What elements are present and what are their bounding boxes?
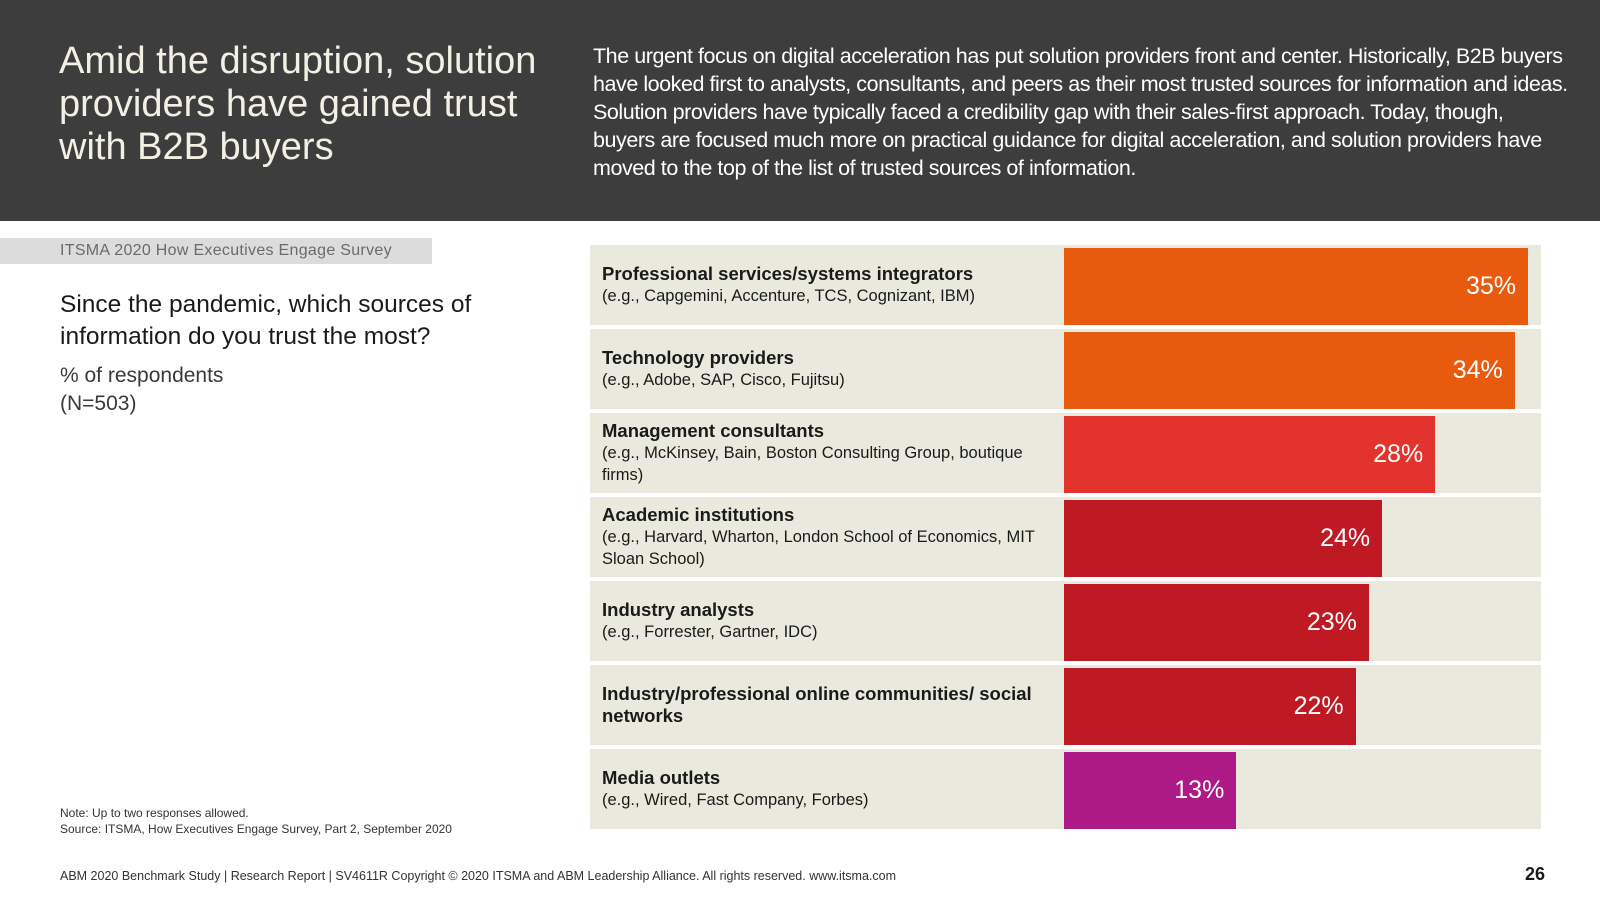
bar-value-label: 28% — [1373, 440, 1424, 468]
category-name: Management consultants — [602, 420, 825, 441]
category-examples: (e.g., McKinsey, Bain, Boston Consulting… — [602, 444, 1023, 484]
category-examples: (e.g., Adobe, SAP, Cisco, Fujitsu) — [602, 371, 845, 389]
category-label: Industry analysts (e.g., Forrester, Gartn… — [602, 581, 1052, 661]
category-examples: (e.g., Capgemini, Accenture, TCS, Cogniz… — [602, 287, 975, 305]
bar-value-label: 35% — [1465, 272, 1516, 300]
category-name: Industry/professional online communities… — [602, 683, 1032, 726]
bar-value-label: 23% — [1306, 608, 1357, 636]
category-examples: (e.g., Wired, Fast Company, Forbes) — [602, 791, 869, 809]
category-label: Industry/professional online communities… — [602, 665, 1052, 745]
sample-size: (N=503) — [60, 392, 137, 415]
bar: 13% — [1064, 752, 1237, 829]
category-name: Professional services/systems integrator… — [602, 263, 974, 284]
category-name: Technology providers — [602, 347, 794, 368]
chart-question: Since the pandemic, which sources of inf… — [60, 291, 472, 350]
category-label: Management consultants (e.g., McKinsey, B… — [602, 413, 1052, 493]
header-banner: Amid the disruption, solution providers … — [0, 0, 1600, 221]
category-label: Academic institutions (e.g., Harvard, Wha… — [602, 497, 1052, 577]
footer-text: ABM 2020 Benchmark Study | Research Repo… — [60, 869, 897, 883]
bar-value-label: 24% — [1320, 524, 1371, 552]
bar-value-label: 34% — [1452, 356, 1503, 384]
category-examples: (e.g., Harvard, Wharton, London School o… — [602, 528, 1035, 568]
survey-tag: ITSMA 2020 How Executives Engage Survey — [0, 238, 432, 264]
category-name: Media outlets — [602, 767, 721, 788]
unit-label: % of respondents — [60, 364, 224, 387]
bar: 23% — [1064, 584, 1369, 661]
chart-row: Management consultants (e.g., McKinsey, B… — [590, 413, 1541, 493]
page-title: Amid the disruption, solution providers … — [59, 40, 537, 168]
bar: 28% — [1064, 416, 1436, 493]
chart-row: Academic institutions (e.g., Harvard, Wha… — [590, 497, 1541, 577]
chart-notes: Note: Up to two responses allowed. Sourc… — [60, 805, 560, 837]
bar: 34% — [1064, 332, 1515, 409]
bar-value-label: 13% — [1174, 776, 1225, 804]
header-description: The urgent focus on digital acceleration… — [593, 44, 1568, 180]
category-examples: (e.g., Forrester, Gartner, IDC) — [602, 623, 818, 641]
category-label: Professional services/systems integrator… — [602, 245, 1052, 325]
bar: 24% — [1064, 500, 1383, 577]
bar-value-label: 22% — [1293, 692, 1344, 720]
bar-chart: Professional services/systems integrator… — [590, 245, 1541, 832]
bar: 35% — [1064, 248, 1528, 325]
chart-row: Media outlets (e.g., Wired, Fast Company,… — [590, 749, 1541, 829]
note-text: Note: Up to two responses allowed. — [60, 806, 249, 820]
chart-row: Technology providers (e.g., Adobe, SAP, C… — [590, 329, 1541, 409]
chart-row: Industry/professional online communities… — [590, 665, 1541, 745]
category-label: Media outlets (e.g., Wired, Fast Company,… — [602, 749, 1052, 829]
page-number: 26 — [1524, 864, 1545, 884]
category-name: Industry analysts — [602, 599, 755, 620]
chart-row: Industry analysts (e.g., Forrester, Gartn… — [590, 581, 1541, 661]
bar: 22% — [1064, 668, 1356, 745]
chart-unit: % of respondents (N=503) — [60, 362, 460, 418]
source-text: Source: ITSMA, How Executives Engage Sur… — [60, 822, 452, 836]
category-name: Academic institutions — [602, 504, 795, 525]
category-label: Technology providers (e.g., Adobe, SAP, C… — [602, 329, 1052, 409]
chart-row: Professional services/systems integrator… — [590, 245, 1541, 325]
